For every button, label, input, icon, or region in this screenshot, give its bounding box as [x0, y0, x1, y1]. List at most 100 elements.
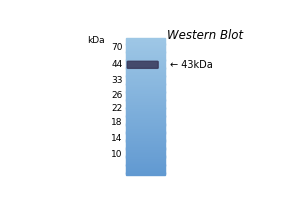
Text: 22: 22	[111, 104, 122, 113]
Bar	[126, 133, 165, 135]
Bar	[126, 99, 165, 101]
Bar	[126, 157, 165, 159]
Bar	[126, 129, 165, 130]
Bar	[126, 51, 165, 53]
Bar	[126, 80, 165, 81]
Bar	[126, 107, 165, 109]
Bar	[126, 50, 165, 52]
Bar	[126, 141, 165, 143]
Bar	[126, 82, 165, 84]
Bar	[126, 86, 165, 87]
Bar	[126, 106, 165, 108]
Bar	[126, 168, 165, 169]
Bar	[126, 100, 165, 102]
Bar	[126, 121, 165, 122]
Bar	[126, 105, 165, 106]
Bar	[126, 148, 165, 150]
Bar	[126, 57, 165, 58]
Bar	[126, 97, 165, 98]
Bar	[126, 135, 165, 136]
Bar	[126, 91, 165, 93]
Text: kDa: kDa	[87, 36, 105, 45]
Bar	[126, 138, 165, 140]
Bar	[126, 170, 165, 171]
Bar	[126, 87, 165, 88]
Bar	[126, 74, 165, 76]
Bar	[126, 161, 165, 162]
Bar	[126, 42, 165, 44]
FancyBboxPatch shape	[127, 61, 158, 68]
Bar	[126, 63, 165, 64]
Bar	[126, 146, 165, 148]
Bar	[126, 130, 165, 132]
Bar	[126, 103, 165, 104]
Bar	[126, 40, 165, 41]
Bar	[126, 123, 165, 125]
Bar	[126, 38, 165, 39]
Bar	[126, 163, 165, 165]
Bar	[126, 160, 165, 161]
Bar	[126, 76, 165, 78]
Bar	[126, 56, 165, 57]
Bar	[126, 113, 165, 114]
Bar	[126, 104, 165, 105]
Bar	[126, 102, 165, 103]
Bar	[126, 172, 165, 174]
Bar	[126, 124, 165, 126]
Bar	[126, 83, 165, 85]
Bar	[126, 67, 165, 69]
Bar	[126, 94, 165, 95]
Bar	[126, 128, 165, 129]
Bar	[126, 169, 165, 170]
Bar	[126, 58, 165, 60]
Bar	[126, 145, 165, 146]
Text: 70: 70	[111, 43, 122, 52]
Text: 14: 14	[111, 134, 122, 143]
Bar	[126, 118, 165, 119]
Bar	[126, 98, 165, 100]
Bar	[126, 132, 165, 134]
Bar	[126, 143, 165, 144]
Bar	[126, 47, 165, 48]
Bar	[126, 111, 165, 112]
Bar	[126, 65, 165, 66]
Bar	[126, 64, 165, 65]
Bar	[126, 171, 165, 173]
Bar	[126, 147, 165, 149]
Bar	[126, 79, 165, 80]
Bar	[126, 54, 165, 55]
Bar	[126, 44, 165, 46]
Bar	[126, 162, 165, 163]
Bar	[126, 70, 165, 71]
Bar	[126, 139, 165, 141]
Bar	[126, 75, 165, 77]
Bar	[126, 173, 165, 175]
Bar	[126, 116, 165, 118]
Bar	[126, 90, 165, 92]
Bar	[126, 164, 165, 166]
Bar	[126, 71, 165, 72]
Bar	[126, 137, 165, 138]
Text: 10: 10	[111, 150, 122, 159]
Bar	[126, 114, 165, 116]
Bar	[126, 59, 165, 61]
Bar	[126, 43, 165, 45]
Bar	[126, 155, 165, 157]
Bar	[126, 60, 165, 62]
Bar	[126, 78, 165, 79]
Text: 18: 18	[111, 118, 122, 127]
Bar	[126, 112, 165, 113]
Bar	[126, 144, 165, 145]
Bar	[126, 73, 165, 74]
Bar	[126, 41, 165, 42]
Bar	[126, 153, 165, 154]
Bar	[126, 136, 165, 137]
Bar	[126, 110, 165, 111]
Bar	[126, 72, 165, 73]
Bar	[126, 39, 165, 40]
Bar	[126, 55, 165, 56]
Bar	[126, 131, 165, 133]
Bar	[126, 48, 165, 49]
Bar	[126, 152, 165, 153]
Bar	[126, 92, 165, 94]
